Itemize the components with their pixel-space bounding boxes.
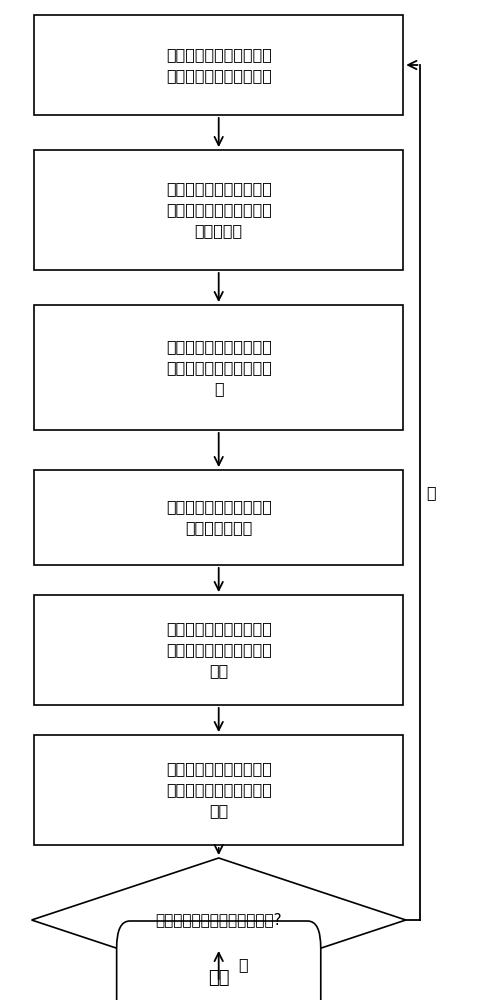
Text: 得到模糊描述变量的转换
值以及加和信号: 得到模糊描述变量的转换 值以及加和信号 bbox=[166, 499, 272, 536]
FancyBboxPatch shape bbox=[34, 150, 403, 270]
Text: 将当前的控制信号输给执
行单元，对被控系统进行
控制: 将当前的控制信号输给执 行单元，对被控系统进行 控制 bbox=[166, 762, 272, 818]
Text: 将加和信号输出给控制运
算单元，得到当前的控制
信号: 将加和信号输出给控制运 算单元，得到当前的控制 信号 bbox=[166, 621, 272, 678]
Text: 结束: 结束 bbox=[208, 969, 229, 987]
Text: 是: 是 bbox=[238, 958, 248, 972]
Text: 否: 否 bbox=[426, 485, 436, 500]
FancyBboxPatch shape bbox=[34, 470, 403, 565]
Text: 将设定信号和反馈信号进
行转换得到若干转换信号: 将设定信号和反馈信号进 行转换得到若干转换信号 bbox=[166, 47, 272, 83]
FancyBboxPatch shape bbox=[117, 921, 321, 1000]
Text: 得到转换信号所对应的模
糊描述变量及对应的归属
度: 得到转换信号所对应的模 糊描述变量及对应的归属 度 bbox=[166, 339, 272, 396]
FancyBboxPatch shape bbox=[34, 595, 403, 705]
Text: 针对每种转换信号定义一
个包含若干模糊描述变量
的模糊集合: 针对每种转换信号定义一 个包含若干模糊描述变量 的模糊集合 bbox=[166, 182, 272, 238]
Text: 设定信号与反馈信号是否相同?: 设定信号与反馈信号是否相同? bbox=[156, 912, 282, 928]
FancyBboxPatch shape bbox=[34, 305, 403, 430]
FancyBboxPatch shape bbox=[34, 15, 403, 115]
FancyBboxPatch shape bbox=[34, 735, 403, 845]
Polygon shape bbox=[32, 858, 406, 982]
